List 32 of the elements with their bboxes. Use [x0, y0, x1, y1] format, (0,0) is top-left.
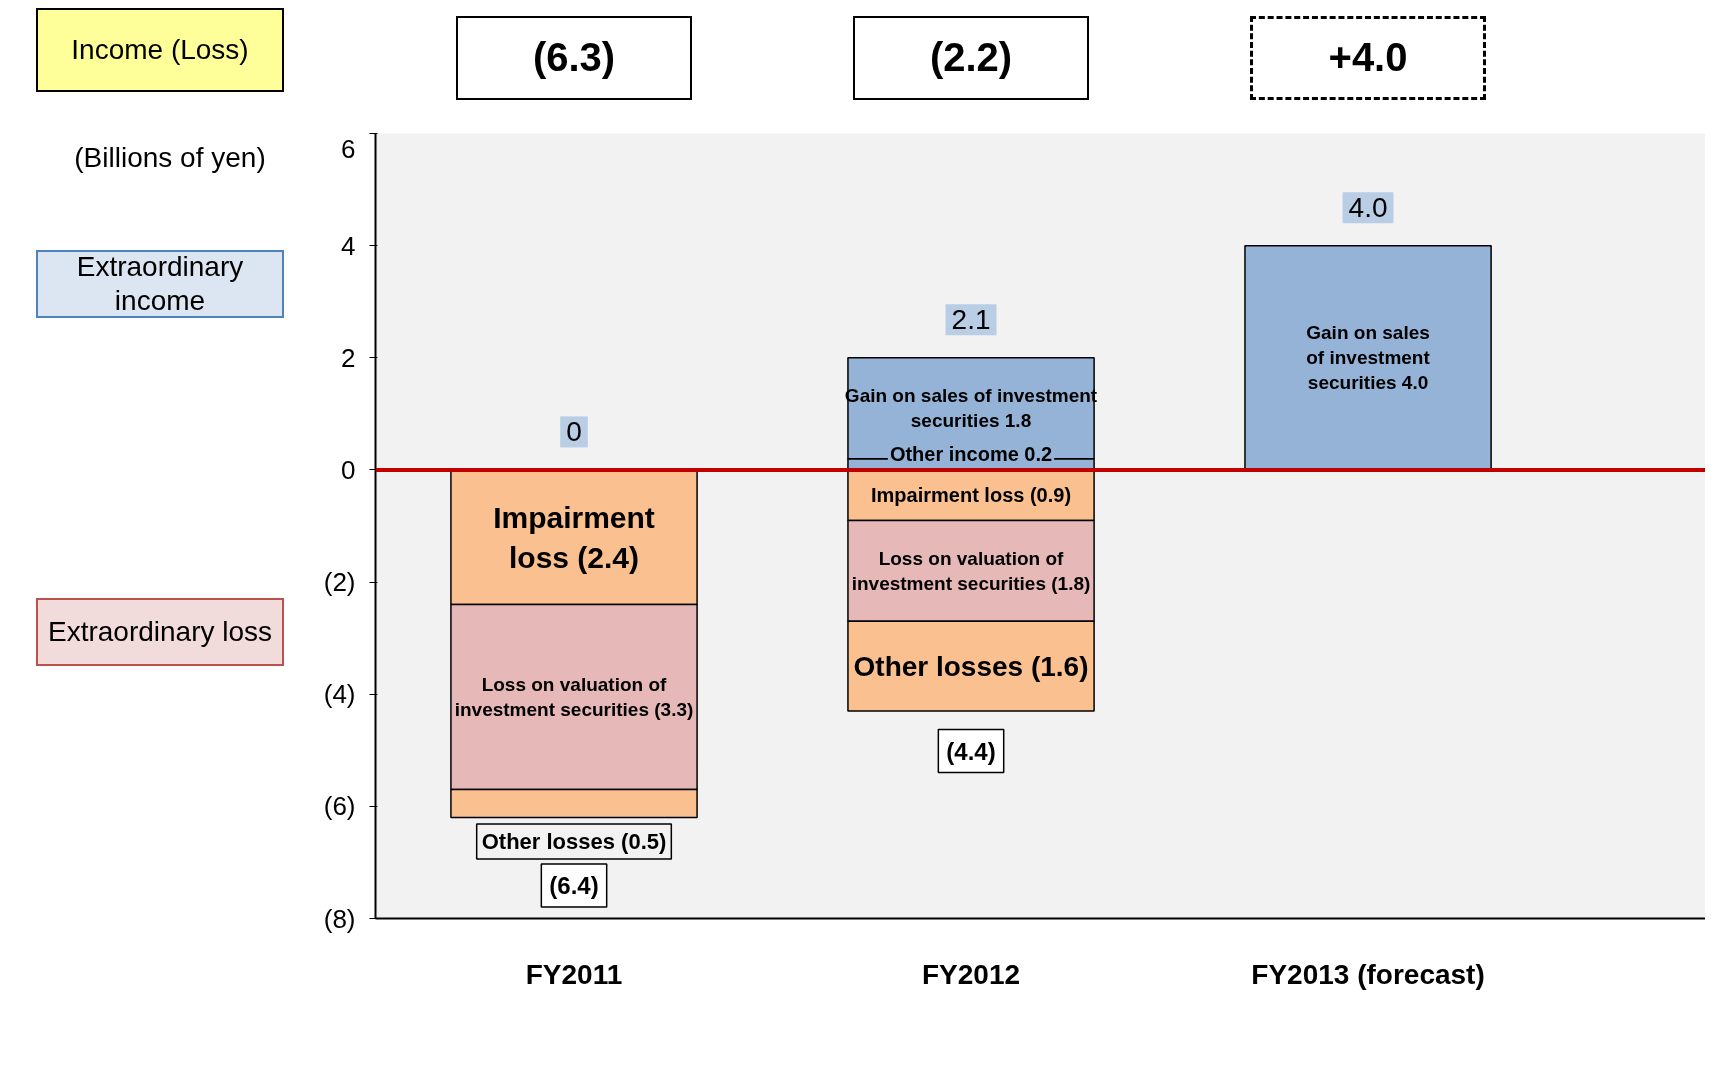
data-label: Other losses (0.5)	[481, 829, 667, 855]
annotation: (6.4)	[549, 872, 599, 900]
y-tick-label: 4	[341, 230, 356, 261]
data-label: Other losses (1.6)	[853, 650, 1089, 682]
y-tick-label: (2)	[323, 567, 356, 598]
y-tick-label: 6	[341, 133, 356, 164]
data-label: Impairment loss (2.4)	[493, 500, 655, 574]
text: +4.0	[1250, 16, 1486, 100]
text: (6.3)	[456, 16, 692, 100]
y-tick-label: 0	[341, 454, 356, 485]
y-axis-title: (Billions of yen)	[73, 141, 267, 175]
annotation: 4.0	[1348, 192, 1388, 224]
data-label: Gain on sales of investment securities 4.0	[1306, 322, 1431, 394]
annotation: 0	[566, 416, 582, 448]
text: Income (Loss)	[36, 8, 284, 92]
text: Extraordinary income	[36, 250, 284, 318]
annotation: 2.1	[951, 304, 991, 336]
data-label: Impairment loss (0.9)	[870, 484, 1072, 507]
y-tick-label: (6)	[323, 791, 356, 822]
bar	[1244, 244, 1492, 471]
x-tick-label: FY2011	[525, 958, 623, 990]
data-label: Other income 0.2	[889, 443, 1053, 466]
data-label: Loss on valuation of investment securities (3.3)	[454, 673, 694, 721]
data-label: Loss on valuation of investment securities (1.8)	[851, 547, 1091, 594]
annotation: (4.4)	[946, 737, 996, 765]
y-tick-label: 2	[341, 342, 356, 373]
text: Extraordinary loss	[36, 598, 284, 666]
text: (2.2)	[853, 16, 1089, 100]
y-tick-label: (4)	[323, 679, 356, 710]
x-tick-label: FY2013 (forecast)	[1251, 958, 1485, 990]
x-tick-label: FY2012	[921, 958, 1021, 990]
y-tick-label: (8)	[323, 903, 356, 934]
